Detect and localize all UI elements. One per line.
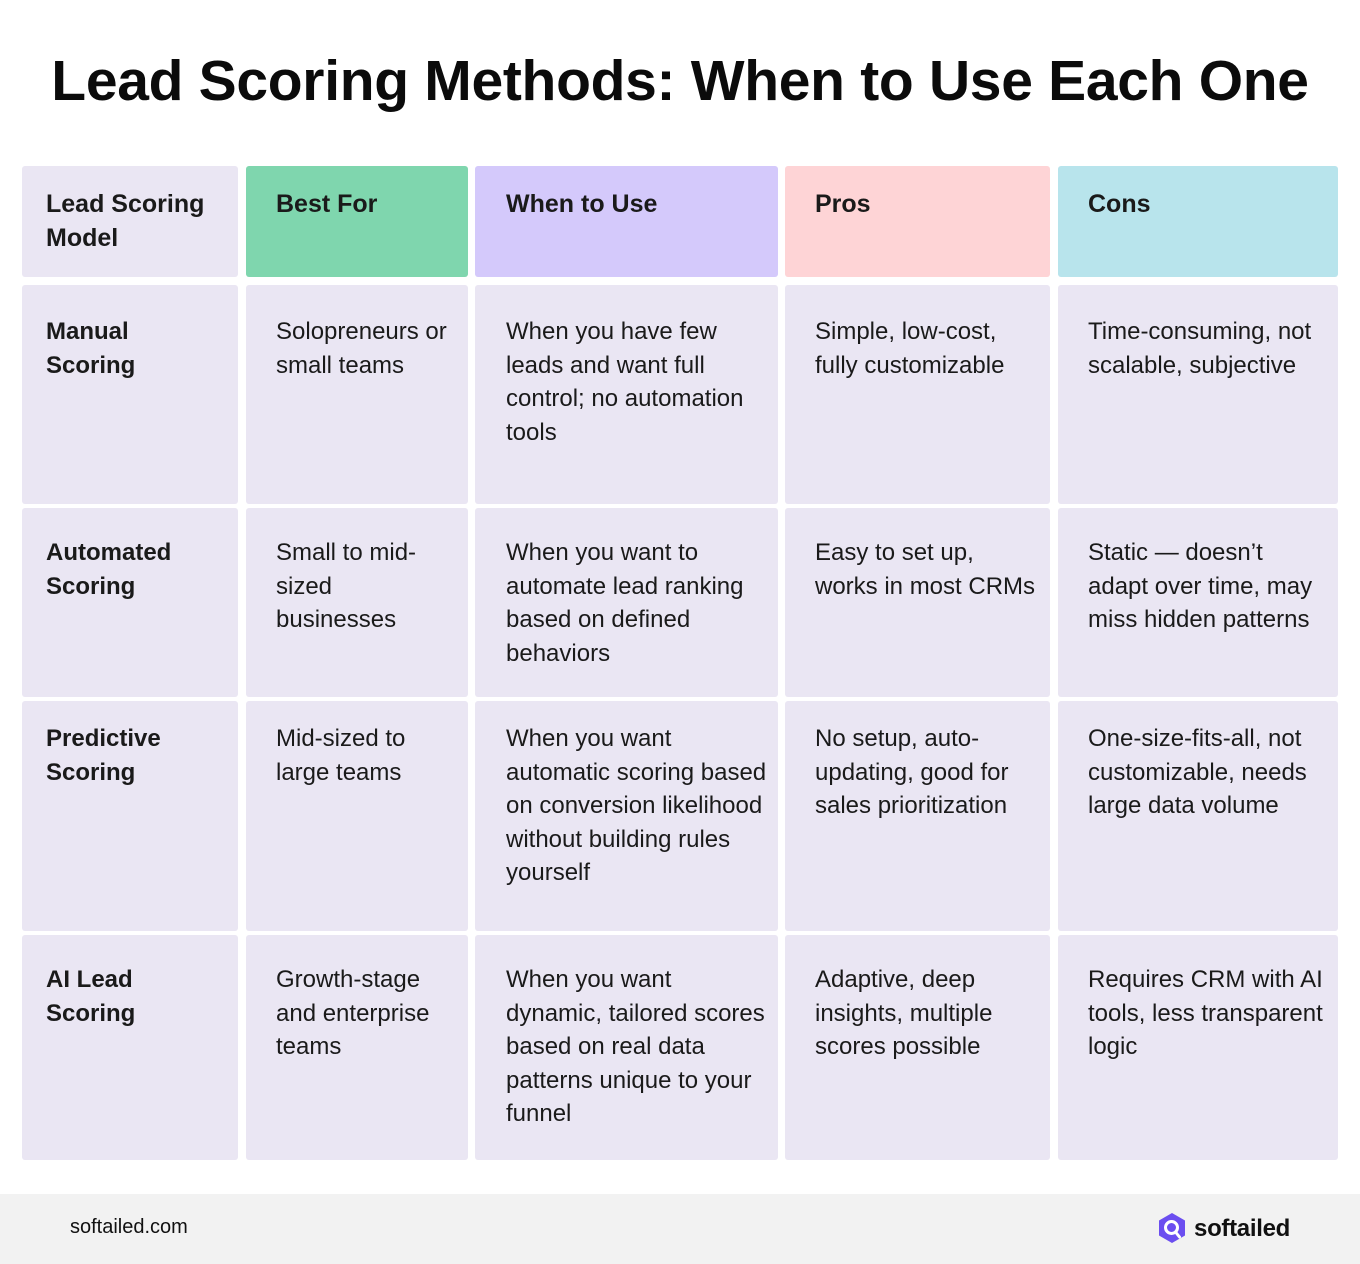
row-model-manual-scoring: Manual Scoring [22,285,238,504]
row-model-predictive-scoring: Predictive Scoring [22,701,238,931]
table-cell-cons: Requires CRM with AI tools, less transpa… [1058,935,1338,1160]
footer-url[interactable]: softailed.com [70,1216,188,1238]
table-cell-pros: Easy to set up, works in most CRMs [785,508,1050,697]
table-cell-cons: One-size-fits-all, not customizable, nee… [1058,701,1338,931]
table-cell-cons: Time-consuming, not scalable, subjective [1058,285,1338,504]
table-cell-when-to-use: When you want dynamic, tailored scores b… [475,935,778,1160]
header-best-for: Best For [246,166,468,277]
brand-name: softailed [1194,1215,1290,1242]
footer: softailed.com softailed [0,1194,1360,1264]
table-cell-best-for: Solopreneurs or small teams [246,285,468,504]
page-title: Lead Scoring Methods: When to Use Each O… [51,49,1309,113]
table-cell-best-for: Growth-stage and enterprise teams [246,935,468,1160]
header-when-to-use: When to Use [475,166,778,277]
table-cell-when-to-use: When you want automatic scoring based on… [475,701,778,931]
brand-logo: softailed [1157,1212,1290,1246]
header-cons: Cons [1058,166,1338,277]
table-cell-when-to-use: When you want to automate lead ranking b… [475,508,778,697]
table-cell-cons: Static — doesn’t adapt over time, may mi… [1058,508,1338,697]
table-cell-when-to-use: When you have few leads and want full co… [475,285,778,504]
table-cell-pros: No setup, auto-updating, good for sales … [785,701,1050,931]
header-pros: Pros [785,166,1050,277]
row-model-automated-scoring: Automated Scoring [22,508,238,697]
table-cell-best-for: Mid-sized to large teams [246,701,468,931]
row-model-ai-lead-scoring: AI Lead Scoring [22,935,238,1160]
table-cell-pros: Adaptive, deep insights, multiple scores… [785,935,1050,1160]
table-cell-pros: Simple, low-cost, fully customizable [785,285,1050,504]
header-lead-scoring-model: Lead Scoring Model [22,166,238,277]
table-cell-best-for: Small to mid-sized businesses [246,508,468,697]
softailed-logo-icon [1159,1213,1186,1243]
